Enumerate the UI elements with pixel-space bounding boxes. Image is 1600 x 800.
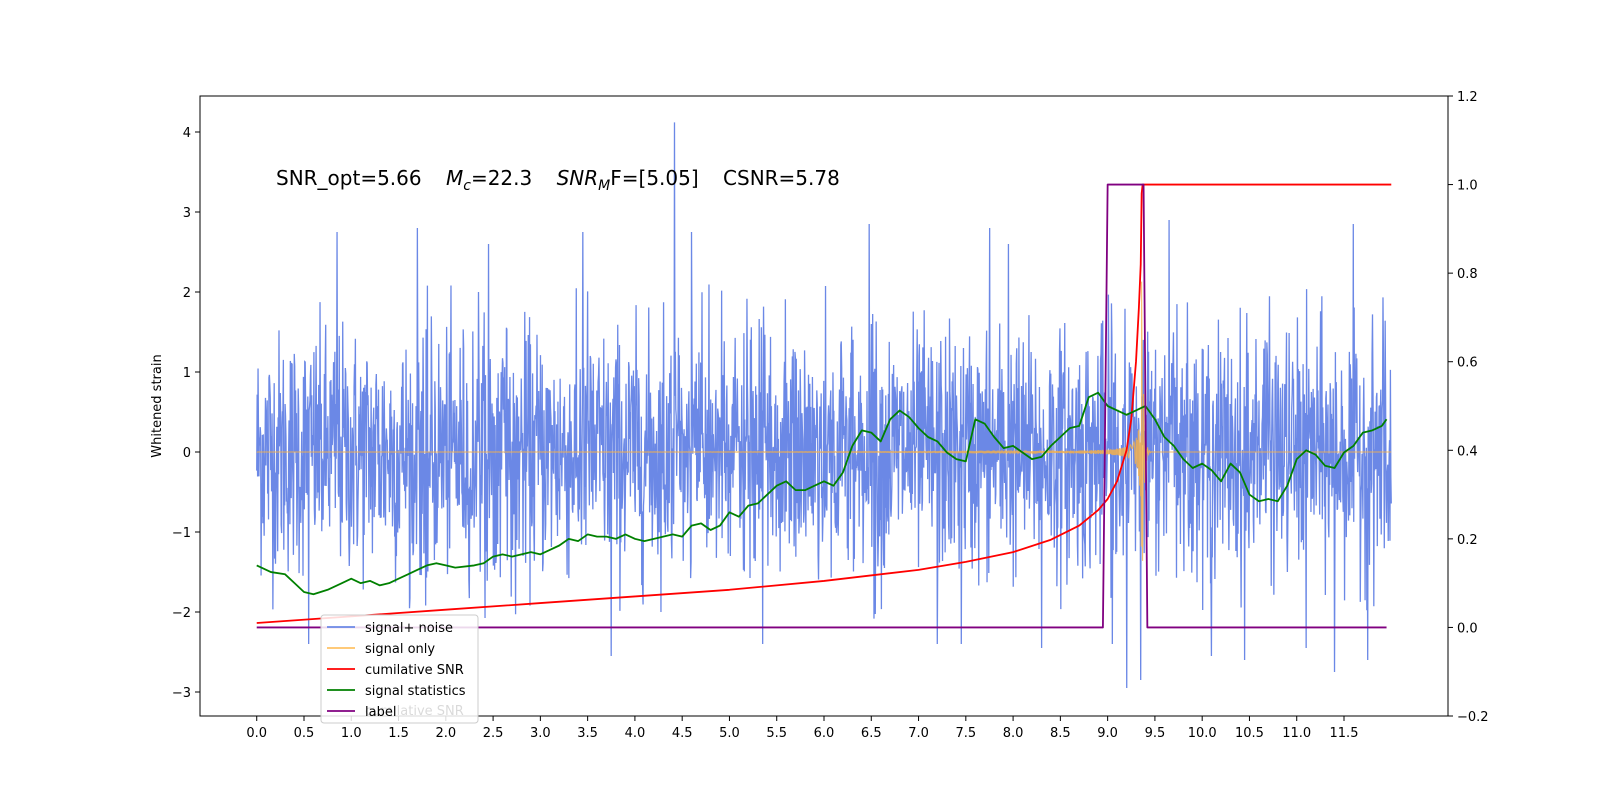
- annotation-snr-opt: SNR_opt=5.66: [276, 166, 422, 190]
- series-signal-only: [256, 281, 1392, 561]
- x-tick-label: 2.0: [435, 726, 456, 741]
- y-axis-left: −3 −2 −1 0 1 2 3 4: [172, 126, 200, 701]
- annotation-mc-value: =22.3: [471, 166, 532, 190]
- legend-entry-label: signal only: [365, 642, 435, 657]
- x-tick-label: 10.5: [1235, 726, 1264, 741]
- y-left-tick-label: −2: [172, 606, 191, 621]
- x-tick-label: 4.5: [672, 726, 693, 741]
- series-signal-plus-noise: [256, 122, 1392, 689]
- x-tick-label: 11.5: [1330, 726, 1359, 741]
- y-left-tick-label: −1: [172, 526, 191, 541]
- x-tick-label: 1.5: [388, 726, 409, 741]
- x-axis: 0.0 0.5 1.0 1.5 2.0 2.5 3.0 3.5 4.0 4.5 5.0 5.5 6.0 6…: [246, 716, 1358, 741]
- legend: cumilative SNR signal+ noise signal only cu…: [320, 614, 479, 724]
- x-tick-label: 6.0: [814, 726, 835, 741]
- x-tick-label: 0.5: [294, 726, 315, 741]
- annotation-snr-symbol: SNR: [557, 166, 599, 190]
- x-tick-label: 3.0: [530, 726, 551, 741]
- x-tick-label: 2.5: [483, 726, 504, 741]
- x-tick-label: 7.5: [955, 726, 976, 741]
- legend-box: [320, 614, 479, 724]
- x-tick-label: 9.0: [1097, 726, 1118, 741]
- annotation-snr-subscript: M: [598, 178, 610, 194]
- x-tick-label: 9.5: [1145, 726, 1166, 741]
- x-tick-label: 6.5: [861, 726, 882, 741]
- y-right-tick-label: 0.0: [1457, 621, 1478, 636]
- y-left-tick-label: 3: [183, 206, 191, 221]
- x-tick-label: 1.0: [341, 726, 362, 741]
- annotation-mc-subscript: c: [463, 178, 471, 194]
- y-axis-label: Whitened strain: [150, 354, 165, 457]
- y-right-tick-label: 0.8: [1457, 267, 1478, 282]
- legend-entry-label: label: [365, 705, 396, 720]
- y-left-tick-label: 0: [183, 446, 191, 461]
- annotation-snr-mf-value: F=[5.05]: [610, 166, 698, 190]
- series-cumilative-snr: [256, 183, 1392, 624]
- legend-ghost-text: cumilative SNR: [365, 704, 464, 719]
- x-tick-label: 3.5: [577, 726, 598, 741]
- annotation-csnr: CSNR=5.78: [723, 166, 840, 190]
- annotation-mc-symbol: M: [446, 166, 463, 190]
- y-right-tick-label: 0.6: [1457, 356, 1478, 371]
- y-left-tick-label: 1: [183, 366, 191, 381]
- x-tick-label: 5.0: [719, 726, 740, 741]
- y-right-tick-label: 1.0: [1457, 179, 1478, 194]
- y-right-tick-label: 0.4: [1457, 444, 1478, 459]
- legend-entry-label: signal statistics: [365, 684, 466, 699]
- legend-entry-label: cumilative SNR: [365, 663, 464, 678]
- y-left-tick-label: 4: [183, 126, 191, 141]
- x-tick-label: 11.0: [1282, 726, 1311, 741]
- y-left-tick-label: 2: [183, 286, 191, 301]
- x-tick-label: 5.5: [766, 726, 787, 741]
- series-signal-statistics: [256, 391, 1388, 596]
- y-axis-right: −0.2 0.0 0.2 0.4 0.6 0.8 1.0 1.2: [1448, 90, 1489, 725]
- plot-series: [256, 122, 1392, 689]
- x-tick-label: 4.0: [625, 726, 646, 741]
- x-tick-label: 7.0: [908, 726, 929, 741]
- x-tick-label: 0.0: [246, 726, 267, 741]
- x-tick-label: 10.0: [1188, 726, 1217, 741]
- chart-annotation: SNR_opt=5.66 Mc=22.3 SNRMF=[5.05] CSNR=5…: [276, 166, 840, 194]
- y-right-tick-label: 1.2: [1457, 90, 1478, 105]
- x-tick-label: 8.0: [1003, 726, 1024, 741]
- x-tick-label: 8.5: [1050, 726, 1071, 741]
- series-label: [256, 183, 1387, 629]
- y-right-tick-label: −0.2: [1457, 710, 1489, 725]
- y-right-tick-label: 0.2: [1457, 533, 1478, 548]
- y-left-tick-label: −3: [172, 686, 191, 701]
- legend-entry-label: signal+ noise: [365, 621, 453, 636]
